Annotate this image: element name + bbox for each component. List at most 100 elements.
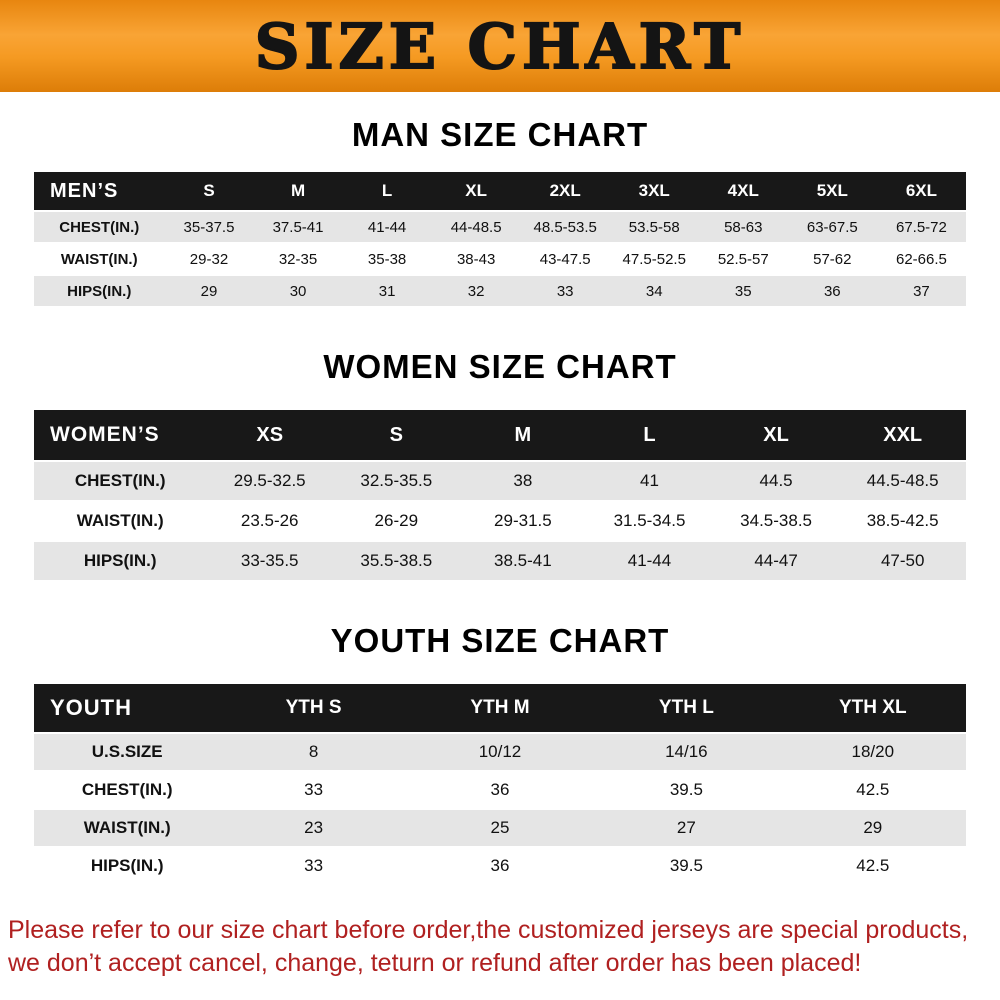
measurement-value-cell: 29 (779, 810, 966, 846)
measurement-value-cell: 36 (406, 772, 594, 808)
measurement-value-cell: 23.5-26 (206, 502, 333, 540)
measurement-value-cell: 52.5-57 (698, 244, 788, 274)
measurement-value-cell: 53.5-58 (609, 212, 699, 242)
table-header-row: YOUTH YTH S YTH M YTH L YTH XL (34, 684, 966, 732)
youth-section-heading: YOUTH SIZE CHART (330, 622, 670, 659)
measurement-value-cell: 36 (787, 276, 877, 306)
measurement-value-cell: 10/12 (406, 734, 594, 770)
table-title-cell: WOMEN’S (34, 410, 207, 460)
size-column-header: YTH L (593, 684, 780, 732)
measurement-row: CHEST(IN.) 29.5-32.5 32.5-35.5 38 41 44.5 44.5… (34, 462, 966, 500)
title-banner: SIZE CHART (0, 0, 1000, 92)
size-column-header: S (164, 172, 254, 210)
disclaimer-line-1: Please refer to our size chart before or… (8, 916, 969, 944)
measurement-value-cell: 35.5-38.5 (333, 542, 460, 580)
measurement-value-cell: 33-35.5 (206, 542, 333, 580)
measurement-row: WAIST(IN.) 23 25 27 29 (34, 810, 966, 846)
measurement-value-cell: 35 (698, 276, 788, 306)
size-column-header: XXL (839, 410, 966, 460)
measurement-value-cell: 44.5-48.5 (839, 462, 966, 500)
measurement-value-cell: 42.5 (779, 772, 966, 808)
size-column-header: 3XL (609, 172, 699, 210)
measurement-value-cell: 43-47.5 (520, 244, 610, 274)
measurement-value-cell: 57-62 (787, 244, 877, 274)
women-section-heading: WOMEN SIZE CHART (323, 348, 677, 385)
measurement-value-cell: 44.5 (712, 462, 840, 500)
size-column-header: S (333, 410, 460, 460)
measurement-value-cell: 37 (876, 276, 966, 306)
measurement-value-cell: 63-67.5 (787, 212, 877, 242)
measurement-value-cell: 35-37.5 (164, 212, 254, 242)
measurement-value-cell: 38 (459, 462, 587, 500)
man-section-heading: MAN SIZE CHART (351, 116, 649, 153)
measurement-value-cell: 48.5-53.5 (520, 212, 610, 242)
size-column-header: 6XL (876, 172, 966, 210)
measurement-value-cell: 33 (220, 772, 407, 808)
measurement-value-cell: 33 (520, 276, 610, 306)
womens-size-table: WOMEN’S XS S M L XL XXL CHEST(IN.) 29.5-32.5 32.5… (34, 408, 966, 582)
measurement-label-cell: CHEST(IN.) (34, 772, 221, 808)
measurement-value-cell: 14/16 (593, 734, 780, 770)
measurement-value-cell: 41 (586, 462, 713, 500)
size-column-header: M (253, 172, 343, 210)
measurement-value-cell: 58-63 (698, 212, 788, 242)
measurement-value-cell: 62-66.5 (876, 244, 966, 274)
measurement-row: U.S.SIZE 8 10/12 14/16 18/20 (34, 734, 966, 770)
page-title: SIZE CHART (254, 9, 746, 84)
disclaimer-line-2: we don’t accept cancel, change, teturn o… (8, 949, 862, 977)
size-column-header: YTH XL (779, 684, 966, 732)
mens-size-table: MEN’S S M L XL 2XL 3XL 4XL 5XL 6XL CHEST(IN.) 35-37… (34, 170, 966, 308)
size-column-header: XL (712, 410, 840, 460)
size-column-header: 2XL (520, 172, 610, 210)
measurement-value-cell: 30 (253, 276, 343, 306)
size-column-header: M (459, 410, 587, 460)
measurement-label-cell: CHEST(IN.) (34, 212, 165, 242)
man-size-section: MAN SIZE CHART MEN’S S M L XL 2XL 3XL 4XL 5XL 6XL… (0, 116, 1000, 308)
measurement-value-cell: 33 (220, 848, 407, 884)
size-column-header: L (586, 410, 713, 460)
measurement-row: WAIST(IN.) 29-32 32-35 35-38 38-43 43-47.5 47.… (34, 244, 966, 274)
measurement-value-cell: 44-47 (712, 542, 840, 580)
measurement-value-cell: 38.5-41 (459, 542, 587, 580)
table-title-cell: YOUTH (34, 684, 221, 732)
measurement-value-cell: 32-35 (253, 244, 343, 274)
measurement-label-cell: HIPS(IN.) (34, 848, 221, 884)
measurement-value-cell: 26-29 (333, 502, 460, 540)
size-column-header: XL (431, 172, 521, 210)
measurement-value-cell: 47.5-52.5 (609, 244, 699, 274)
measurement-row: WAIST(IN.) 23.5-26 26-29 29-31.5 31.5-34.5 34… (34, 502, 966, 540)
measurement-value-cell: 37.5-41 (253, 212, 343, 242)
table-header-row: WOMEN’S XS S M L XL XXL (34, 410, 966, 460)
measurement-label-cell: WAIST(IN.) (34, 502, 207, 540)
table-header-row: MEN’S S M L XL 2XL 3XL 4XL 5XL 6XL (34, 172, 966, 210)
measurement-value-cell: 36 (406, 848, 594, 884)
measurement-value-cell: 31 (342, 276, 432, 306)
size-column-header: L (342, 172, 432, 210)
measurement-value-cell: 8 (220, 734, 407, 770)
measurement-value-cell: 34.5-38.5 (712, 502, 840, 540)
measurement-label-cell: CHEST(IN.) (34, 462, 207, 500)
size-column-header: YTH M (406, 684, 594, 732)
measurement-label-cell: HIPS(IN.) (34, 542, 207, 580)
women-size-section: WOMEN SIZE CHART WOMEN’S XS S M L XL XXL CHEST(… (0, 348, 1000, 582)
measurement-value-cell: 29-31.5 (459, 502, 587, 540)
measurement-row: HIPS(IN.) 33-35.5 35.5-38.5 38.5-41 41-44 44-… (34, 542, 966, 580)
size-column-header: XS (206, 410, 333, 460)
measurement-value-cell: 38.5-42.5 (839, 502, 966, 540)
measurement-value-cell: 35-38 (342, 244, 432, 274)
measurement-value-cell: 32 (431, 276, 521, 306)
measurement-label-cell: U.S.SIZE (34, 734, 221, 770)
measurement-value-cell: 18/20 (779, 734, 966, 770)
measurement-value-cell: 42.5 (779, 848, 966, 884)
measurement-label-cell: WAIST(IN.) (34, 810, 221, 846)
measurement-value-cell: 41-44 (342, 212, 432, 242)
size-column-header: 4XL (698, 172, 788, 210)
measurement-label-cell: WAIST(IN.) (34, 244, 165, 274)
disclaimer: Please refer to our size chart before or… (0, 914, 1000, 980)
measurement-value-cell: 29.5-32.5 (206, 462, 333, 500)
size-column-header: 5XL (787, 172, 877, 210)
measurement-value-cell: 44-48.5 (431, 212, 521, 242)
measurement-value-cell: 31.5-34.5 (586, 502, 713, 540)
size-column-header: YTH S (220, 684, 407, 732)
measurement-value-cell: 29-32 (164, 244, 254, 274)
